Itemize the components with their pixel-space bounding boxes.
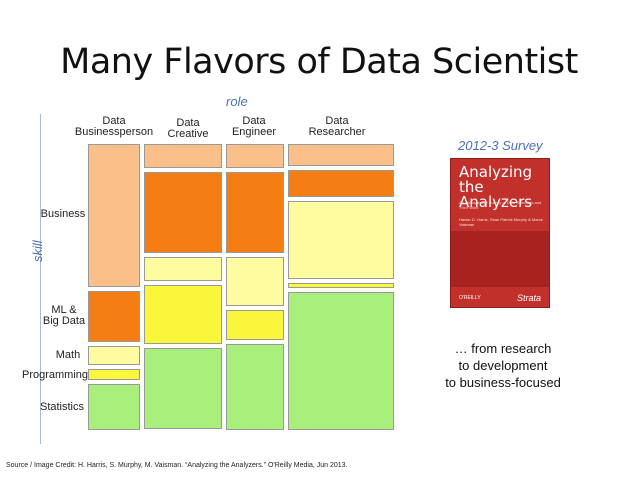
skill-label-business: Business <box>40 208 86 220</box>
tile-data-engineer-business <box>226 144 284 168</box>
tile-data-businessperson-statistics <box>88 384 140 430</box>
tile-data-businessperson-business <box>88 144 140 287</box>
role-header-researcher: Data Researcher <box>308 115 366 138</box>
slide-title: Many Flavors of Data Scientist <box>60 42 578 82</box>
skill-axis-label: skill <box>30 240 45 262</box>
tile-data-researcher-math <box>288 201 394 279</box>
tile-data-researcher-business <box>288 144 394 166</box>
tile-data-researcher-ml-big-data <box>288 170 394 197</box>
tile-data-engineer-statistics <box>226 344 284 430</box>
tile-data-creative-statistics <box>144 348 222 429</box>
book-imprint: Strata <box>516 293 541 303</box>
tile-data-businessperson-math <box>88 346 140 365</box>
book-cover: Analyzing the Analyzers An Introspective… <box>450 158 550 308</box>
book-publisher: O'REILLY <box>459 295 481 301</box>
tile-data-creative-ml-big-data <box>144 172 222 253</box>
tile-data-engineer-math <box>226 257 284 306</box>
book-authors: Harlan D. Harris, Sean Patrick Murphy & … <box>459 217 543 227</box>
tile-data-engineer-ml-big-data <box>226 172 284 253</box>
skills-mosaic-chart <box>88 144 394 430</box>
role-header-engineer: Data Engineer <box>231 115 277 138</box>
tile-data-businessperson-ml-big-data <box>88 291 140 342</box>
role-header-creative: Data Creative <box>167 117 209 140</box>
skill-label-programming: Programming <box>22 369 89 381</box>
book-subtitle: An Introspective Survey of Data Scientis… <box>459 200 542 210</box>
skill-label-statistics: Statistics <box>39 401 84 413</box>
tile-data-creative-business <box>144 144 222 168</box>
tile-data-researcher-programming <box>288 283 394 288</box>
tile-data-creative-math <box>144 257 222 281</box>
tile-data-businessperson-programming <box>88 369 140 380</box>
skill-axis-line <box>40 114 41 444</box>
skill-label-ml-big-data: ML & Big Data <box>42 304 86 327</box>
book-title: Analyzing the Analyzers <box>459 163 533 211</box>
book-cover-band <box>451 231 549 287</box>
role-axis-label: role <box>226 94 248 109</box>
tile-data-engineer-programming <box>226 310 284 340</box>
skill-label-math: Math <box>55 349 81 361</box>
survey-label: 2012-3 Survey <box>458 138 543 153</box>
role-header-businessperson: Data Businessperson <box>74 115 154 138</box>
tile-data-creative-programming <box>144 285 222 344</box>
tile-data-researcher-statistics <box>288 292 394 430</box>
caption: … from research to development to busine… <box>445 341 561 390</box>
source-credit: Source / Image Credit: H. Harris, S. Mur… <box>6 462 348 469</box>
